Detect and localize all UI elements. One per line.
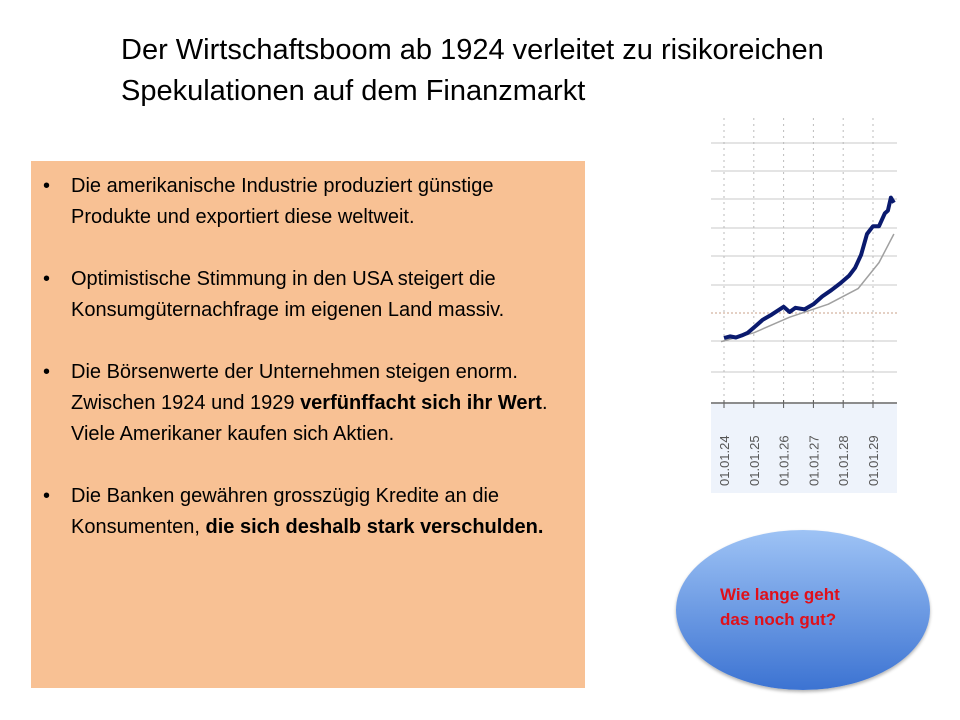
- bullet-item: Die Börsenwerte der Unternehmen steigen …: [41, 357, 576, 450]
- bullet-item: Die amerikanische Industrie produziert g…: [41, 171, 576, 233]
- bullet-list: Die amerikanische Industrie produziert g…: [41, 171, 576, 574]
- bubble-line-1: Wie lange geht: [720, 585, 840, 604]
- series-line-index: [723, 195, 896, 340]
- bubble-line-2: das noch gut?: [720, 610, 837, 629]
- x-tick-label: 01.01.27: [806, 435, 821, 486]
- bullet-text: Die Börsenwerte der Unternehmen steigen …: [71, 361, 518, 414]
- stock-chart: 01.01.24 01.01.25 01.01.26 01.01.27 01.01.28…: [711, 118, 897, 493]
- x-tick-label: 01.01.29: [866, 435, 881, 486]
- slide-title: Der Wirtschaftsboom ab 1924 verleitet zu…: [121, 34, 824, 107]
- bullet-text: Die amerikanische Industrie produziert g…: [71, 175, 494, 228]
- bullet-bold-text: verfünffacht sich ihr Wert: [300, 392, 542, 414]
- x-tick-label: 01.01.25: [747, 435, 762, 486]
- axis-label-background: [711, 404, 897, 493]
- bubble-text: Wie lange geht das noch gut?: [720, 582, 840, 632]
- bullet-box: Die amerikanische Industrie produziert g…: [31, 161, 585, 688]
- bullet-text: Die Banken gewähren grosszügig Kredite a…: [71, 485, 500, 538]
- question-bubble: Wie lange geht das noch gut?: [676, 530, 930, 690]
- x-tick-label: 01.01.24: [717, 435, 732, 486]
- bullet-text: Optimistische Stimmung in den USA steige…: [71, 268, 505, 321]
- x-tick-label: 01.01.26: [777, 435, 792, 486]
- bullet-item: Die Banken gewähren grosszügig Kredite a…: [41, 481, 576, 543]
- x-tick-label: 01.01.28: [836, 435, 851, 486]
- bullet-bold-text: die sich deshalb stark verschulden.: [205, 516, 544, 538]
- bullet-item: Optimistische Stimmung in den USA steige…: [41, 264, 576, 326]
- bullet-text: . Viele Amerikaner kaufen sich Aktien.: [71, 392, 548, 445]
- series-line-trend: [720, 233, 895, 343]
